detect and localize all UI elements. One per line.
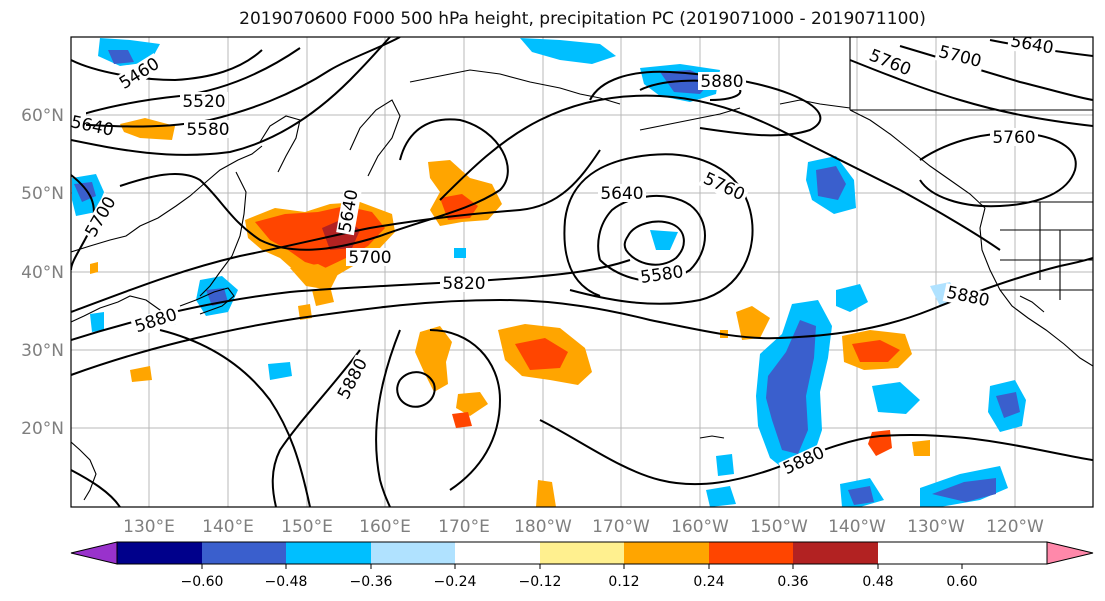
lon-label: 170°E [438,517,490,537]
lon-label: 120°W [986,517,1044,537]
contour-label: 5880 [700,72,743,92]
colorbar-segment [793,542,878,564]
colorbar: −0.60 −0.48 −0.36 −0.24 −0.12 0.12 0.24 … [70,541,1094,590]
lon-label: 160°W [671,517,729,537]
colorbar-segment [286,542,371,564]
colorbar-tick-label: 0.12 [608,574,639,590]
colorbar-tick-label: −0.24 [434,574,477,590]
lon-label: 140°E [202,517,254,537]
map-frame [70,36,1094,508]
colorbar-extend-low [70,541,118,565]
lon-label: 180°W [514,517,572,537]
colorbar-tick-label: −0.12 [519,574,562,590]
contour-label: 5520 [182,92,225,112]
longitude-labels: 130°E 140°E 150°E 160°E 170°E 180°W 170°… [123,517,1044,537]
lon-label: 130°E [123,517,175,537]
coastlines [71,37,1093,501]
graticule [71,37,1093,507]
lat-label: 60°N [21,106,64,126]
lat-label: 50°N [21,184,64,204]
colorbar-segment [709,542,793,564]
lon-label: 130°W [907,517,965,537]
colorbar-segment [202,542,286,564]
colorbar-tick-label: 0.48 [862,574,893,590]
lon-label: 160°E [359,517,411,537]
contour-label: 5580 [186,120,229,140]
lon-label: 150°E [281,517,333,537]
colorbar-tick-label: −0.60 [181,574,224,590]
colorbar-tick-label: 0.60 [946,574,977,590]
contour-label: 5760 [992,128,1035,148]
lat-label: 40°N [21,263,64,283]
contour-label: 5700 [348,248,391,268]
latitude-labels: 60°N 50°N 40°N 30°N 20°N [21,106,64,439]
colorbar-tick-label: −0.48 [265,574,308,590]
lon-label: 150°W [750,517,808,537]
contour-label: 5820 [442,274,485,294]
colorbar-tick-label: 0.36 [777,574,808,590]
colorbar-segment [455,542,540,564]
colorbar-tick-label: −0.36 [350,574,393,590]
map-title: 2019070600 F000 500 hPa height, precipit… [239,9,926,29]
lon-label: 140°W [828,517,886,537]
colorbar-extend-high [1046,541,1094,565]
colorbar-tick-label: 0.24 [693,574,724,590]
lat-label: 30°N [21,341,64,361]
colorbar-segment [624,542,709,564]
lon-label: 170°W [592,517,650,537]
contour-label: 5640 [600,184,643,204]
colorbar-segment [371,542,455,564]
colorbar-segment [540,542,624,564]
colorbar-segment [117,542,202,564]
lat-label: 20°N [21,419,64,439]
